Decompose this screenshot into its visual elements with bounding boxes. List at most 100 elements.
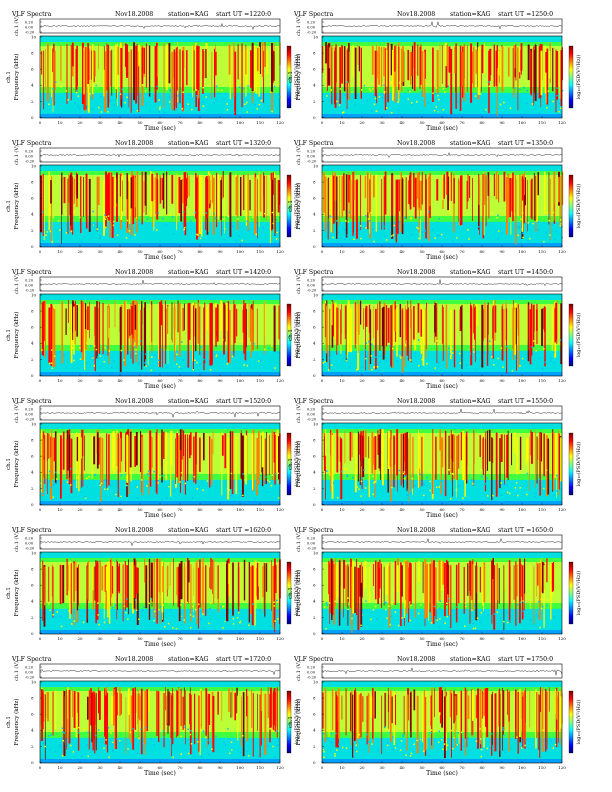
spectrogram-streak bbox=[540, 432, 542, 462]
spectrogram-speckle bbox=[520, 218, 522, 221]
spectrogram-speckle bbox=[107, 215, 110, 217]
spectrogram-streak bbox=[559, 696, 562, 729]
time-tick-label: 20 bbox=[359, 120, 365, 125]
spectrogram-streak bbox=[177, 690, 179, 737]
spectrogram-streak bbox=[369, 179, 371, 214]
waveform-frame bbox=[321, 18, 563, 34]
freq-tick-label: 4 bbox=[313, 212, 316, 217]
spectrogram-speckle bbox=[92, 210, 94, 213]
spectrogram-streak bbox=[175, 438, 177, 488]
spectrogram-streak bbox=[384, 693, 386, 728]
spectrogram-streak bbox=[70, 174, 72, 226]
spectrogram-speckle bbox=[547, 599, 549, 601]
time-tick-label: 90 bbox=[499, 378, 505, 383]
spectrogram-streak bbox=[345, 306, 347, 362]
spectrogram-speckle bbox=[107, 111, 109, 113]
spectrogram-speckle bbox=[80, 755, 82, 757]
spectrogram-streak bbox=[179, 49, 181, 104]
spectrogram-speckle bbox=[337, 241, 339, 243]
time-tick-label: 80 bbox=[197, 636, 203, 641]
spectrogram-streak bbox=[149, 430, 152, 471]
time-tick-label: 120 bbox=[558, 249, 566, 254]
spectrogram-streak bbox=[171, 302, 173, 343]
spectrogram-streak bbox=[475, 694, 478, 719]
spectrogram-streak bbox=[541, 559, 543, 593]
wave-tick-label: -0.20 bbox=[307, 160, 317, 164]
spectrogram-speckle bbox=[434, 237, 436, 239]
spectrogram-streak bbox=[399, 304, 402, 338]
spectrogram-speckle bbox=[153, 619, 155, 622]
spectrogram-speckle bbox=[538, 357, 540, 359]
spectrogram-streak bbox=[494, 305, 497, 333]
spectrogram-streak bbox=[224, 433, 227, 469]
spectrogram-speckle bbox=[442, 108, 445, 111]
spectrogram-streak bbox=[276, 429, 279, 475]
time-tick-label: 80 bbox=[479, 636, 485, 641]
spectrogram-speckle bbox=[222, 229, 225, 231]
spectrogram-speckle bbox=[361, 89, 363, 91]
spectrogram-streak bbox=[130, 49, 132, 113]
panel-date: Nov18.2008 bbox=[397, 527, 435, 534]
spectrogram-streak bbox=[72, 300, 74, 341]
spectrogram-streak bbox=[265, 563, 268, 592]
spectrogram-streak bbox=[273, 51, 275, 81]
spectrogram-streak bbox=[194, 302, 196, 337]
spectrogram-streak bbox=[187, 303, 190, 368]
spectrogram-streak bbox=[472, 46, 475, 88]
spectrogram-speckle bbox=[554, 238, 556, 241]
spectrogram-streak bbox=[107, 561, 109, 618]
time-tick-label: 0 bbox=[321, 378, 324, 383]
spectrogram-speckle bbox=[438, 626, 441, 628]
spectrogram-speckle bbox=[522, 232, 524, 234]
spectrogram-speckle bbox=[522, 600, 524, 602]
spectrogram-speckle bbox=[356, 486, 359, 488]
freq-ylabel: Frequency (kHz) bbox=[13, 699, 20, 746]
spectrogram-streak bbox=[385, 564, 388, 595]
spectrogram-streak bbox=[41, 51, 43, 75]
spectrogram-streak bbox=[140, 688, 143, 755]
spectrogram-streak bbox=[264, 563, 266, 618]
spectrogram-speckle bbox=[127, 618, 129, 620]
spectrogram-streak bbox=[368, 304, 371, 333]
spectrogram-streak bbox=[455, 695, 457, 731]
spectrogram-streak bbox=[259, 694, 261, 758]
spectrogram-speckle bbox=[399, 749, 402, 751]
spectrogram-speckle bbox=[457, 732, 459, 734]
spectrogram-speckle bbox=[246, 101, 248, 104]
spectrogram-streak bbox=[337, 562, 339, 597]
time-tick-label: 30 bbox=[97, 120, 103, 125]
spectrogram-speckle bbox=[362, 613, 364, 615]
spectrogram-speckle bbox=[259, 475, 262, 477]
spectrogram-speckle bbox=[552, 100, 554, 103]
spectrogram-streak bbox=[367, 171, 369, 213]
spectrogram-speckle bbox=[232, 623, 235, 625]
spectrogram-streak bbox=[381, 179, 383, 230]
spectrogram-streak bbox=[263, 175, 265, 218]
spectrogram-speckle bbox=[517, 494, 519, 497]
spectrogram-speckle bbox=[79, 216, 81, 219]
spectrogram-speckle bbox=[268, 347, 270, 350]
spectrogram-speckle bbox=[415, 226, 418, 229]
spectrogram-speckle bbox=[94, 734, 97, 737]
spectrogram-speckle bbox=[507, 621, 509, 624]
spectrogram-speckle bbox=[334, 600, 336, 603]
spectrogram-streak bbox=[113, 688, 115, 726]
time-tick-label: 120 bbox=[558, 507, 566, 512]
spectrogram-speckle bbox=[464, 625, 466, 627]
spectrogram-streak bbox=[47, 692, 49, 722]
spectrogram-streak bbox=[551, 562, 554, 592]
spectrogram-streak bbox=[343, 173, 345, 211]
spectrogram-streak bbox=[546, 558, 548, 583]
time-xlabel: Time (sec) bbox=[144, 641, 176, 648]
spectrogram-streak bbox=[363, 308, 364, 330]
spectrogram-speckle bbox=[114, 604, 117, 607]
spectrogram-streak bbox=[95, 563, 97, 624]
spectrogram-speckle bbox=[534, 495, 536, 498]
spectrogram-speckle bbox=[65, 232, 68, 234]
spectrogram-streak bbox=[458, 693, 460, 744]
spectrogram-streak bbox=[455, 434, 457, 498]
spectrogram-streak bbox=[459, 309, 461, 332]
spectrogram-streak bbox=[271, 560, 272, 611]
spectrogram-speckle bbox=[215, 735, 217, 738]
time-tick-label: 90 bbox=[217, 636, 223, 641]
